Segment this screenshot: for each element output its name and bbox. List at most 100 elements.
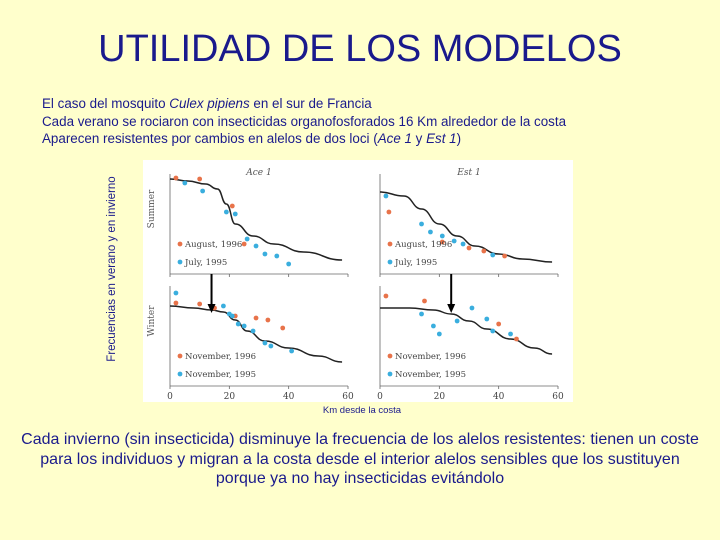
- data-point: [253, 315, 259, 321]
- data-point: [439, 233, 445, 239]
- data-point: [280, 325, 286, 331]
- y-axis-label: Frecuencias en verano y en invierno: [106, 176, 118, 362]
- intro-text: El caso del mosquito Culex pipiens en el…: [42, 95, 702, 148]
- fitted-curve: [169, 178, 343, 261]
- legend-label: July, 1995: [184, 258, 227, 268]
- data-point: [490, 328, 496, 334]
- panel-title: Est 1: [456, 168, 480, 178]
- arrow-head: [447, 304, 456, 313]
- data-point: [436, 331, 442, 337]
- data-point: [490, 252, 496, 258]
- figure-panel: Ace 1 Summer August, 1996 July, 1995 Est 1 Au…: [143, 160, 573, 402]
- chart-panel-2: Est 1 August, 1996 July, 1995: [379, 168, 559, 277]
- data-point: [241, 323, 247, 329]
- data-point: [419, 221, 424, 227]
- data-point: [262, 251, 268, 257]
- intro-line-3: Aparecen resistentes por cambios en alel…: [42, 131, 462, 146]
- legend-marker: [387, 353, 393, 359]
- data-point: [223, 209, 229, 215]
- x-tick-label: 40: [283, 392, 295, 402]
- data-point: [451, 238, 457, 244]
- data-point: [460, 241, 466, 247]
- data-point: [419, 311, 424, 317]
- x-tick-label: 0: [167, 392, 173, 402]
- chart-panel-4: November, 1996 November, 1995: [379, 274, 559, 389]
- row-label: Winter: [147, 305, 157, 337]
- data-point: [383, 193, 389, 199]
- data-point: [197, 176, 203, 182]
- data-point: [235, 321, 241, 327]
- data-point: [232, 211, 238, 217]
- data-point: [253, 243, 259, 249]
- row-label: Summer: [147, 189, 157, 228]
- data-point: [484, 316, 490, 322]
- intro-line-1: El caso del mosquito Culex pipiens en el…: [42, 96, 372, 111]
- legend-label: November, 1995: [185, 370, 256, 380]
- data-point: [173, 300, 179, 306]
- data-point: [469, 305, 475, 311]
- allele-frequency-charts: Ace 1 Summer August, 1996 July, 1995 Est 1 Au…: [147, 168, 564, 402]
- data-point: [265, 317, 271, 323]
- fitted-curve: [379, 191, 553, 263]
- data-point: [221, 303, 226, 309]
- legend-marker: [387, 371, 393, 377]
- data-point: [383, 293, 389, 299]
- x-axis-label: Km desde la costa: [322, 405, 402, 416]
- data-point: [466, 245, 472, 251]
- data-point: [250, 328, 256, 334]
- legend-marker: [177, 353, 183, 359]
- conclusion-text: Cada invierno (sin insecticida) disminuy…: [21, 431, 699, 487]
- data-point: [481, 248, 487, 254]
- data-point: [428, 229, 433, 235]
- fitted-curve: [169, 305, 343, 363]
- data-point: [268, 343, 274, 349]
- data-point: [200, 188, 206, 194]
- legend-label: November, 1996: [395, 352, 466, 362]
- x-tick-label: 40: [493, 392, 505, 402]
- legend-label: August, 1996: [394, 240, 452, 250]
- data-point: [229, 203, 235, 209]
- x-tick-label: 20: [434, 392, 446, 402]
- arrow-head: [207, 304, 216, 313]
- x-tick-label: 60: [342, 392, 354, 402]
- data-point: [241, 241, 247, 247]
- data-point: [173, 175, 179, 181]
- legend-label: November, 1996: [185, 352, 256, 362]
- data-point: [508, 331, 513, 337]
- legend-label: November, 1995: [395, 370, 466, 380]
- legend-label: July, 1995: [394, 258, 437, 268]
- species-name: Culex pipiens: [169, 96, 250, 111]
- data-point: [286, 261, 292, 267]
- legend-marker: [177, 241, 183, 247]
- data-point: [244, 236, 250, 242]
- chart-panel-1: Ace 1 Summer August, 1996 July, 1995: [147, 168, 349, 277]
- data-point: [262, 340, 268, 346]
- x-tick-label: 20: [224, 392, 236, 402]
- data-point: [422, 298, 427, 304]
- intro-line-2: Cada verano se rociaron con insecticidas…: [42, 113, 567, 129]
- fitted-curve: [380, 307, 553, 355]
- data-point: [274, 253, 280, 259]
- data-point: [439, 239, 445, 245]
- data-point: [386, 209, 392, 215]
- data-point: [173, 290, 179, 296]
- data-point: [454, 318, 460, 324]
- data-point: [289, 348, 295, 354]
- data-point: [197, 301, 203, 307]
- legend-marker: [387, 241, 393, 247]
- data-point: [502, 253, 507, 259]
- data-point: [182, 180, 188, 186]
- data-point: [496, 321, 502, 327]
- data-point: [431, 323, 436, 329]
- legend-marker: [387, 259, 393, 265]
- panel-title: Ace 1: [245, 168, 271, 178]
- legend-label: August, 1996: [184, 240, 242, 250]
- legend-marker: [177, 371, 183, 377]
- page-title: UTILIDAD DE LOS MODELOS: [98, 28, 622, 70]
- legend-marker: [177, 259, 183, 265]
- x-tick-label: 60: [552, 392, 564, 402]
- data-point: [229, 313, 235, 319]
- chart-panel-3: Winter November, 1996 November, 1995: [147, 274, 349, 389]
- x-tick-label: 0: [377, 392, 383, 402]
- data-point: [514, 336, 519, 342]
